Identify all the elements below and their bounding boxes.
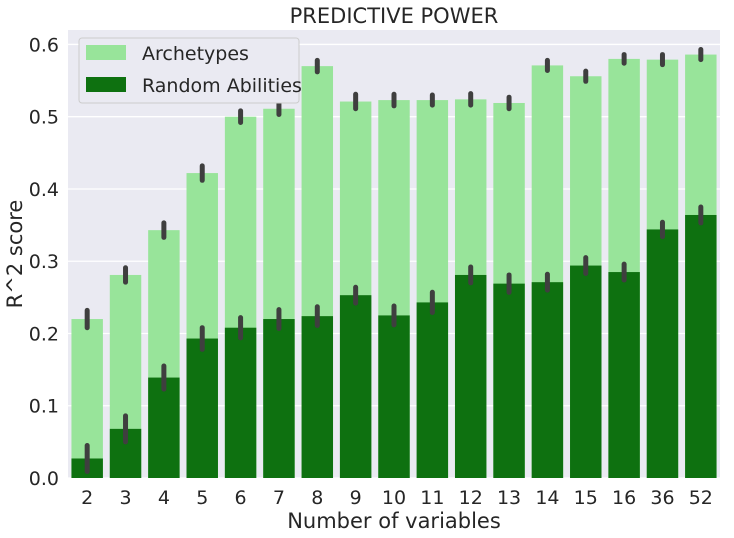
y-tick-label: 0.1	[29, 396, 59, 418]
bar	[301, 316, 334, 478]
x-axis-ticks: 2 3 4 5 6 7 8 9 10 11 12 13 14 15 16 36 52	[81, 487, 713, 509]
legend-box	[78, 37, 300, 104]
bar	[339, 295, 372, 478]
bar	[570, 265, 602, 478]
x-tick-label: 5	[196, 487, 208, 509]
legend-label-archetypes: Archetypes	[142, 43, 249, 65]
bar	[531, 282, 564, 478]
x-axis-label: Number of variables	[287, 509, 501, 533]
x-tick-label: 2	[81, 487, 93, 509]
x-tick-label: 16	[612, 487, 636, 509]
bar	[454, 274, 487, 478]
legend-swatch-archetypes	[86, 45, 126, 60]
x-tick-label: 14	[535, 487, 559, 509]
bar	[608, 272, 640, 478]
bar	[148, 377, 180, 478]
bar	[224, 327, 257, 478]
bar	[493, 283, 525, 478]
error-bars	[84, 47, 704, 474]
y-tick-label: 0.3	[29, 251, 59, 273]
y-tick-label: 0.2	[29, 323, 59, 345]
y-tick-label: 0.4	[29, 179, 59, 201]
x-tick-label: 9	[350, 487, 362, 509]
y-axis-label: R^2 score	[3, 200, 27, 309]
legend-label-random-abilities: Random Abilities	[142, 75, 302, 97]
x-tick-label: 7	[273, 487, 285, 509]
x-tick-label: 6	[235, 487, 247, 509]
x-tick-label: 13	[497, 487, 521, 509]
x-tick-label: 36	[650, 487, 674, 509]
series-random-abilities	[71, 214, 717, 478]
bar	[263, 319, 295, 478]
y-tick-label: 0.6	[29, 34, 59, 56]
x-tick-label: 3	[119, 487, 131, 509]
bar	[378, 315, 410, 478]
bar	[186, 338, 218, 478]
x-tick-label: 10	[382, 487, 406, 509]
y-axis-ticks: 0.0 0.1 0.2 0.3 0.4 0.5 0.6	[29, 34, 59, 490]
legend: Archetypes Random Abilities	[78, 37, 302, 104]
bar	[646, 229, 679, 478]
x-tick-label: 12	[459, 487, 483, 509]
x-tick-label: 52	[689, 487, 713, 509]
x-tick-label: 11	[420, 487, 444, 509]
y-tick-label: 0.0	[29, 468, 59, 490]
legend-swatch-random-abilities	[86, 77, 126, 92]
y-tick-label: 0.5	[29, 107, 59, 129]
bar	[685, 214, 717, 478]
x-tick-label: 4	[158, 487, 170, 509]
bar	[416, 302, 449, 478]
x-tick-label: 8	[311, 487, 323, 509]
x-tick-label: 15	[574, 487, 598, 509]
chart-title: PREDICTIVE POWER	[290, 4, 499, 28]
